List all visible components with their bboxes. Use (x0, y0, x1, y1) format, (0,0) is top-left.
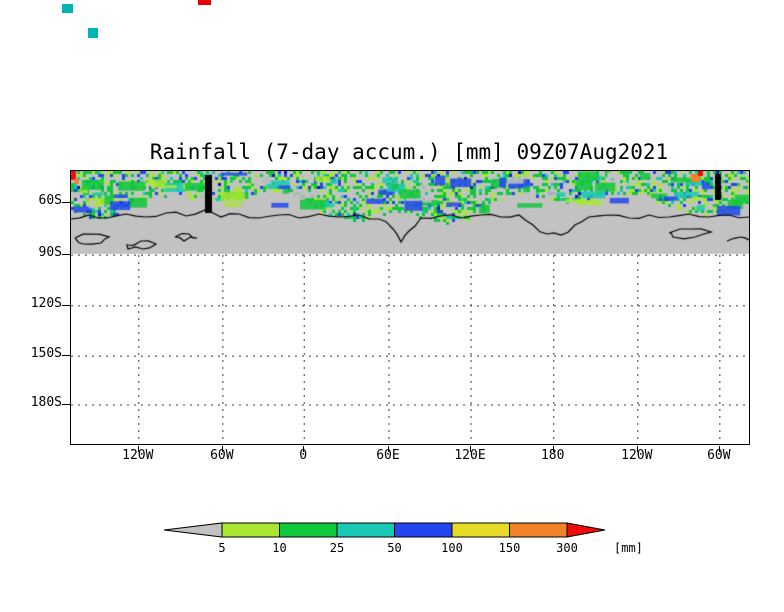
legend-threshold-label: 25 (330, 541, 344, 555)
legend-segment (394, 522, 453, 538)
lat-tick-mark (62, 403, 70, 405)
legend-segment (336, 522, 395, 538)
lat-tick-label: 180S (30, 394, 62, 410)
lat-tick-label: 120S (30, 295, 62, 311)
lon-tick-label: 60W (707, 448, 731, 463)
lat-tick-mark (62, 201, 70, 203)
legend-colorbar: 5 10 25 50 100 150 300 [mm] (163, 522, 643, 555)
legend-arrow-above (566, 522, 606, 538)
lat-tick-mark (62, 304, 70, 306)
lon-tick-mark (221, 446, 223, 452)
lon-tick-mark (303, 446, 305, 452)
lat-tick-mark (62, 254, 70, 256)
legend-segment (451, 522, 510, 538)
lon-tick-mark (387, 446, 389, 452)
lon-tick-mark (137, 446, 139, 452)
legend-segment (221, 522, 280, 538)
lon-tick-label: 0 (299, 448, 308, 463)
lon-tick-label: 60E (376, 448, 400, 463)
legend-arrow-below (163, 522, 223, 538)
artifact-speck (198, 0, 211, 5)
legend-units-label: [mm] (614, 541, 643, 555)
artifact-speck (62, 4, 73, 13)
map-canvas (71, 171, 749, 444)
lat-tick-mark (62, 355, 70, 357)
legend-threshold-label: 100 (441, 541, 463, 555)
lon-tick-label: 120E (454, 448, 486, 463)
lat-tick-label: 90S (38, 245, 62, 261)
lon-tick-label: 120W (621, 448, 653, 463)
lon-tick-label: 60W (210, 448, 234, 463)
lon-tick-mark (636, 446, 638, 452)
legend-segment (509, 522, 568, 538)
legend-segment (279, 522, 338, 538)
legend-threshold-label: 300 (556, 541, 578, 555)
chart-title: Rainfall (7-day accum.) [mm] 09Z07Aug202… (149, 140, 669, 164)
map-plot-area (70, 170, 750, 445)
lat-tick-label: 60S (38, 192, 62, 208)
legend-threshold-label: 10 (272, 541, 286, 555)
lon-tick-label: 120W (122, 448, 154, 463)
lat-tick-label: 150S (30, 346, 62, 362)
legend-threshold-label: 50 (387, 541, 401, 555)
lon-tick-mark (470, 446, 472, 452)
legend-threshold-label: 150 (499, 541, 521, 555)
lon-tick-mark (718, 446, 720, 452)
artifact-speck (88, 28, 98, 38)
lon-tick-label: 180 (540, 448, 565, 463)
lon-tick-mark (552, 446, 554, 452)
legend-threshold-label: 5 (218, 541, 225, 555)
